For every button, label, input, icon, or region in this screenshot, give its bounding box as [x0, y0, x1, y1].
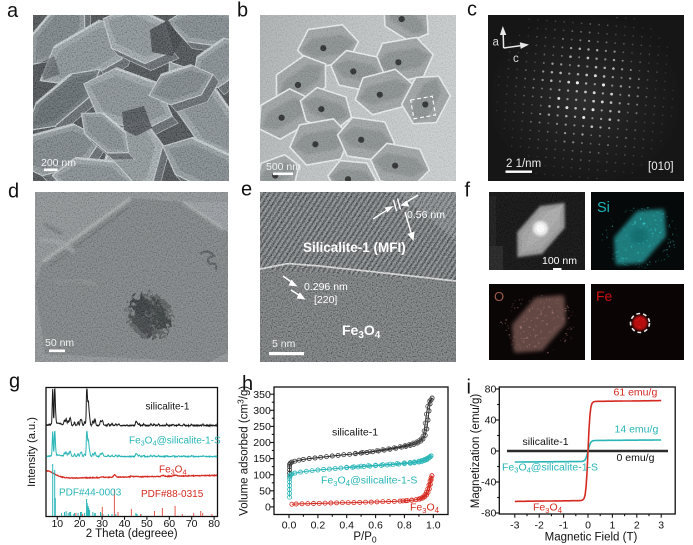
svg-text:14 emu/g: 14 emu/g — [615, 424, 659, 436]
svg-text:0 emu/g: 0 emu/g — [617, 452, 655, 464]
svg-text:Fe3O4: Fe3O4 — [342, 322, 381, 341]
svg-text:2 1/nm: 2 1/nm — [506, 158, 541, 170]
svg-text:0: 0 — [585, 520, 591, 532]
svg-text:c: c — [467, 0, 477, 21]
svg-text:O: O — [494, 289, 504, 304]
svg-text:10: 10 — [51, 518, 63, 530]
svg-text:[220]: [220] — [314, 294, 337, 306]
svg-text:silicalite-1: silicalite-1 — [523, 436, 569, 448]
svg-text:3: 3 — [658, 520, 664, 532]
svg-text:b: b — [237, 0, 248, 22]
svg-text:Fe3O4@silicalite-1-S: Fe3O4@silicalite-1-S — [129, 436, 221, 448]
svg-text:a: a — [493, 37, 500, 49]
svg-text:60: 60 — [163, 518, 175, 530]
svg-text:0.6: 0.6 — [368, 519, 383, 531]
svg-text:2 Theta (degreee): 2 Theta (degreee) — [86, 528, 178, 540]
svg-text:Fe3O4: Fe3O4 — [410, 502, 440, 515]
svg-text:0.8: 0.8 — [397, 519, 412, 531]
svg-text:2: 2 — [634, 520, 640, 532]
svg-text:150: 150 — [253, 453, 271, 465]
svg-text:-80: -80 — [481, 508, 496, 520]
svg-text:20: 20 — [74, 518, 86, 530]
svg-text:-40: -40 — [481, 477, 496, 489]
svg-text:PDF#88-0315: PDF#88-0315 — [141, 489, 204, 500]
svg-text:PDF#44-0003: PDF#44-0003 — [59, 488, 122, 499]
svg-text:Magnetization (emu/g): Magnetization (emu/g) — [470, 394, 482, 509]
svg-text:200: 200 — [253, 437, 271, 449]
svg-text:70: 70 — [186, 518, 198, 530]
svg-text:i: i — [467, 377, 471, 399]
svg-text:5 nm: 5 nm — [272, 338, 296, 350]
svg-text:0: 0 — [265, 502, 271, 514]
svg-text:-3: -3 — [510, 520, 519, 532]
svg-text:-2: -2 — [535, 520, 544, 532]
svg-text:100: 100 — [253, 469, 271, 481]
svg-text:30: 30 — [96, 518, 108, 530]
svg-text:40: 40 — [119, 518, 131, 530]
svg-text:silicalite-1: silicalite-1 — [146, 402, 190, 413]
svg-text:350: 350 — [253, 389, 271, 401]
svg-text:Volume adsorbed (cm3/g): Volume adsorbed (cm3/g) — [236, 386, 251, 516]
svg-text:80: 80 — [208, 518, 220, 530]
svg-text:P/P0: P/P0 — [353, 531, 377, 545]
svg-text:h: h — [242, 373, 253, 395]
svg-text:d: d — [8, 181, 19, 203]
svg-text:0.296 nm: 0.296 nm — [304, 281, 348, 293]
svg-text:50: 50 — [141, 518, 153, 530]
svg-text:Si: Si — [597, 200, 610, 216]
svg-text:50 nm: 50 nm — [45, 337, 74, 349]
svg-text:0.2: 0.2 — [311, 519, 326, 531]
svg-text:100 nm: 100 nm — [542, 255, 577, 267]
svg-text:200 nm: 200 nm — [41, 157, 76, 169]
svg-text:0.0: 0.0 — [282, 519, 297, 531]
svg-text:0.4: 0.4 — [339, 519, 354, 531]
svg-text:Fe: Fe — [596, 288, 613, 304]
svg-text:a: a — [7, 0, 19, 22]
svg-text:Fe3O4: Fe3O4 — [159, 465, 187, 477]
svg-text:300: 300 — [253, 405, 271, 417]
svg-text:Intensity (a.u.): Intensity (a.u.) — [26, 417, 38, 487]
svg-text:500 nm: 500 nm — [266, 161, 301, 173]
svg-text:61 emu/g: 61 emu/g — [614, 387, 658, 399]
svg-text:g: g — [9, 371, 20, 393]
svg-text:[010]: [010] — [648, 161, 674, 173]
svg-text:Fe3O4: Fe3O4 — [533, 502, 563, 515]
svg-text:1: 1 — [609, 520, 615, 532]
svg-text:0.56 nm: 0.56 nm — [407, 209, 445, 221]
svg-text:Fe3O4@silicalite-1-S: Fe3O4@silicalite-1-S — [502, 462, 598, 475]
svg-text:e: e — [241, 179, 252, 201]
svg-text:80: 80 — [485, 384, 497, 396]
svg-text:40: 40 — [485, 415, 497, 427]
svg-text:0: 0 — [490, 446, 496, 458]
svg-text:Magnetic Field (T): Magnetic Field (T) — [545, 532, 638, 544]
svg-text:silicalite-1: silicalite-1 — [332, 427, 378, 439]
svg-text:50: 50 — [259, 485, 271, 497]
svg-text:c: c — [513, 53, 519, 65]
svg-text:-1: -1 — [559, 520, 568, 532]
svg-text:Fe3O4@silicalite-1-S: Fe3O4@silicalite-1-S — [321, 475, 417, 488]
svg-text:f: f — [465, 180, 471, 202]
svg-text:Silicalite-1 (MFI): Silicalite-1 (MFI) — [303, 240, 406, 255]
svg-text:250: 250 — [253, 421, 271, 433]
svg-text:1.0: 1.0 — [426, 519, 441, 531]
